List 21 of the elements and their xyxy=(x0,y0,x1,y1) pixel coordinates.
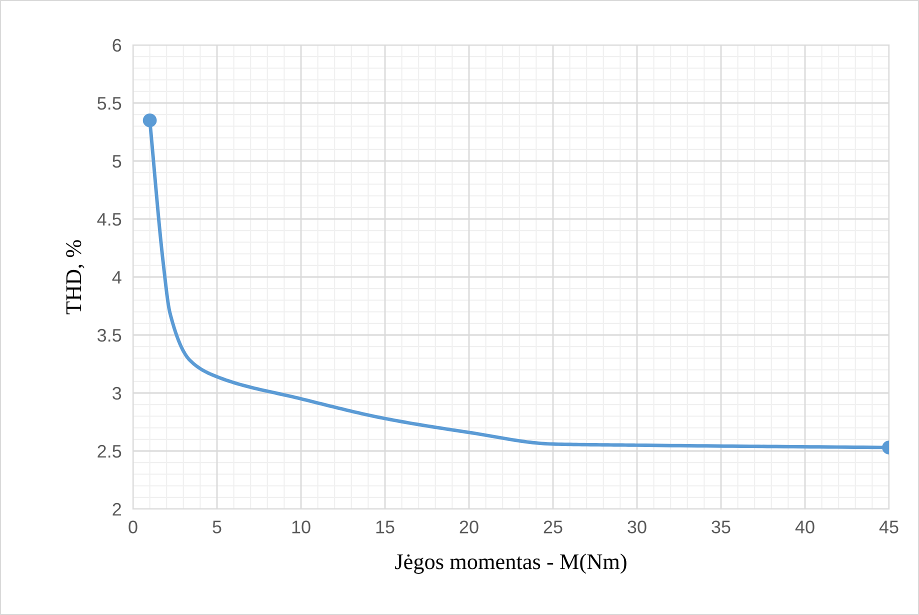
x-tick-label: 10 xyxy=(292,520,310,534)
y-tick-label: 3.5 xyxy=(97,328,122,342)
x-tick-label: 35 xyxy=(712,520,730,534)
y-tick-label: 4.5 xyxy=(97,213,122,226)
y-tick-label: 4 xyxy=(112,271,122,284)
x-tick-label: 40 xyxy=(795,520,814,534)
y-tick-label: 3 xyxy=(112,386,122,400)
x-tick-label: 45 xyxy=(879,520,898,534)
y-tick-label: 2.5 xyxy=(98,444,122,458)
y-tick-label: 5 xyxy=(112,155,122,168)
y-tick-label: 2 xyxy=(112,502,121,516)
y-tick-label: 6 xyxy=(112,38,122,52)
x-tick-label: 15 xyxy=(376,520,394,534)
y-axis-title: THD, % xyxy=(66,240,84,314)
y-tick-label: 5.5 xyxy=(98,97,122,110)
x-tick-label: 5 xyxy=(212,520,222,534)
x-tick-label: 0 xyxy=(128,520,138,534)
x-tick-label: 30 xyxy=(628,520,646,534)
x-tick-label: 25 xyxy=(544,520,562,534)
x-axis-title: Jėgos momentas - M(Nm) xyxy=(395,554,626,574)
x-tick-label: 20 xyxy=(460,520,478,534)
